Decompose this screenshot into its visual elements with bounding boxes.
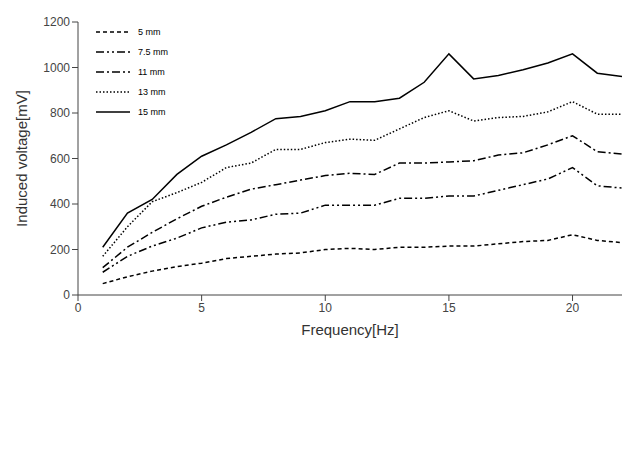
svg-text:600: 600 <box>50 152 70 166</box>
svg-text:0: 0 <box>75 301 82 315</box>
html-text:13 mm: 13 mm <box>138 87 166 97</box>
svg-text:5: 5 <box>198 301 205 315</box>
svg-text:400: 400 <box>50 197 70 211</box>
svg-text:1000: 1000 <box>43 61 70 75</box>
svg-text:800: 800 <box>50 106 70 120</box>
html-text:5 mm: 5 mm <box>138 27 161 37</box>
svg-text:Frequency[Hz]: Frequency[Hz] <box>301 321 399 338</box>
html-text:11 mm: 11 mm <box>138 67 165 77</box>
svg-text:15: 15 <box>442 301 456 315</box>
svg-text:0: 0 <box>63 288 70 302</box>
html-text:15 mm: 15 mm <box>138 107 166 117</box>
svg-text:10: 10 <box>319 301 333 315</box>
svg-text:Induced voltage[mV]: Induced voltage[mV] <box>13 90 30 227</box>
html-text:7.5 mm: 7.5 mm <box>138 47 168 57</box>
svg-text:200: 200 <box>50 243 70 257</box>
svg-text:20: 20 <box>566 301 580 315</box>
svg-text:1200: 1200 <box>43 15 70 29</box>
